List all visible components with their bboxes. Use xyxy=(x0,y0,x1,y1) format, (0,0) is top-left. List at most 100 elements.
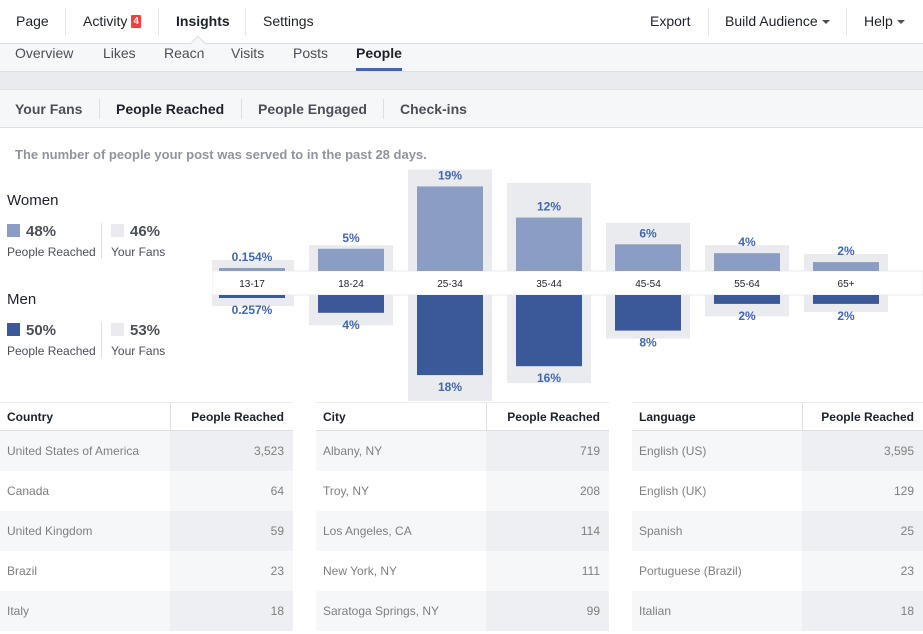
row-label: Brazil xyxy=(7,564,38,578)
tab-divider xyxy=(383,99,384,119)
women-data-label: 4% xyxy=(738,235,756,249)
table-row: English (US) 3,595 xyxy=(632,431,923,471)
build-audience-button[interactable]: Build Audience xyxy=(725,0,830,44)
women-bar xyxy=(318,248,384,271)
column-divider xyxy=(170,403,171,431)
nav-activity[interactable]: Activity 4 xyxy=(83,0,142,44)
men-reached-pct: 50% xyxy=(26,322,57,339)
row-value: 719 xyxy=(579,444,600,458)
column-header-country[interactable]: Country xyxy=(7,410,53,424)
nav-insights-label: Insights xyxy=(176,13,230,29)
table-row: Spanish 25 xyxy=(632,511,923,551)
tab-divider xyxy=(241,99,242,119)
fans-swatch xyxy=(111,224,124,237)
row-label: Spanish xyxy=(639,524,683,538)
table-row: Troy, NY 208 xyxy=(316,471,609,511)
language-table: Language People Reached English (US) 3,59… xyxy=(632,402,923,631)
row-value: 111 xyxy=(581,564,600,578)
women-bar xyxy=(813,262,879,271)
women-bar xyxy=(219,268,285,271)
table-row: Canada 64 xyxy=(0,471,293,511)
column-header-people-reached[interactable]: People Reached xyxy=(821,410,914,424)
age-gender-chart: 0.154% 0.257% 13-17 5% 4% 18-24 19% 18% 25-34 12%… xyxy=(212,168,923,401)
women-bar xyxy=(714,253,780,271)
men-data-label: 4% xyxy=(342,318,360,332)
tab-your-fans[interactable]: Your Fans xyxy=(15,101,83,117)
row-value: 3,595 xyxy=(883,444,914,458)
row-label: Troy, NY xyxy=(323,484,370,498)
nav-page[interactable]: Page xyxy=(16,0,49,44)
column-header-city[interactable]: City xyxy=(323,410,346,424)
table-row: Los Angeles, CA 114 xyxy=(316,511,609,551)
row-value: 18 xyxy=(270,604,284,618)
row-label: Saratoga Springs, NY xyxy=(323,604,440,618)
nav-divider xyxy=(158,8,159,36)
row-label: Canada xyxy=(7,484,50,498)
men-bar xyxy=(714,295,780,304)
tab-people-engaged[interactable]: People Engaged xyxy=(258,101,367,117)
fans-swatch xyxy=(111,323,124,336)
subnav-likes[interactable]: Likes xyxy=(103,45,136,61)
subnav-overview[interactable]: Overview xyxy=(15,45,74,61)
row-label: Albany, NY xyxy=(323,444,383,458)
country-table: Country People Reached United States of … xyxy=(0,402,293,631)
men-bar xyxy=(615,295,681,331)
row-value: 64 xyxy=(270,484,284,498)
tab-check-ins[interactable]: Check-ins xyxy=(400,101,467,117)
top-nav: Page Activity 4 Insights Settings Export … xyxy=(0,0,923,44)
age-tick-label: 25-34 xyxy=(437,279,463,290)
subnav-posts[interactable]: Posts xyxy=(293,45,329,61)
nav-insights[interactable]: Insights xyxy=(176,0,230,44)
men-data-label: 18% xyxy=(438,380,462,394)
column-header-people-reached[interactable]: People Reached xyxy=(191,410,284,424)
women-data-label: 0.154% xyxy=(232,250,273,264)
stat-divider xyxy=(101,223,102,259)
men-data-label: 2% xyxy=(738,309,756,323)
table-row: Italy 18 xyxy=(0,591,293,631)
subnav-people[interactable]: People xyxy=(356,44,402,71)
column-header-language[interactable]: Language xyxy=(639,410,696,424)
women-data-label: 6% xyxy=(639,226,657,240)
row-label: Portuguese (Brazil) xyxy=(639,564,742,578)
nav-divider xyxy=(708,8,709,36)
subnav-visits[interactable]: Visits xyxy=(231,45,265,61)
nav-settings[interactable]: Settings xyxy=(263,0,314,44)
tab-people-reached[interactable]: People Reached xyxy=(116,101,225,117)
fans-bar-men xyxy=(212,295,294,306)
age-tick-label: 65+ xyxy=(838,279,855,290)
women-data-label: 5% xyxy=(342,231,360,245)
women-bar xyxy=(615,244,681,271)
women-title: Women xyxy=(7,192,59,209)
table-row: Italian 18 xyxy=(632,591,923,631)
women-data-label: 2% xyxy=(837,244,855,258)
age-tick-label: 45-54 xyxy=(635,279,661,290)
women-swatch xyxy=(7,224,20,237)
section-divider xyxy=(0,72,923,90)
city-table: City People Reached Albany, NY 719 Troy, … xyxy=(316,402,609,631)
table-row: Portuguese (Brazil) 23 xyxy=(632,551,923,591)
nav-divider xyxy=(846,8,847,36)
build-audience-label: Build Audience xyxy=(725,13,818,29)
tab-divider xyxy=(99,99,100,119)
row-value: 3,523 xyxy=(253,444,284,458)
men-reached-stat: 50% xyxy=(7,322,56,339)
export-button[interactable]: Export xyxy=(650,0,690,44)
age-tick-label: 35-44 xyxy=(536,279,562,290)
row-value: 99 xyxy=(586,604,600,618)
help-button[interactable]: Help xyxy=(864,0,905,44)
men-data-label: 0.257% xyxy=(232,303,273,317)
table-row: United States of America 3,523 xyxy=(0,431,293,471)
table-header: City People Reached xyxy=(316,402,609,431)
column-header-people-reached[interactable]: People Reached xyxy=(507,410,600,424)
men-reached-label: People Reached xyxy=(7,344,96,358)
help-label: Help xyxy=(864,13,893,29)
table-header: Language People Reached xyxy=(632,402,923,431)
age-tick-label: 55-64 xyxy=(734,279,760,290)
table-row: Albany, NY 719 xyxy=(316,431,609,471)
men-bar xyxy=(516,295,582,367)
row-label: Italian xyxy=(639,604,672,618)
row-value: 23 xyxy=(270,564,284,578)
women-fans-label: Your Fans xyxy=(111,245,166,259)
men-data-label: 8% xyxy=(639,336,657,350)
nav-settings-label: Settings xyxy=(263,13,314,29)
